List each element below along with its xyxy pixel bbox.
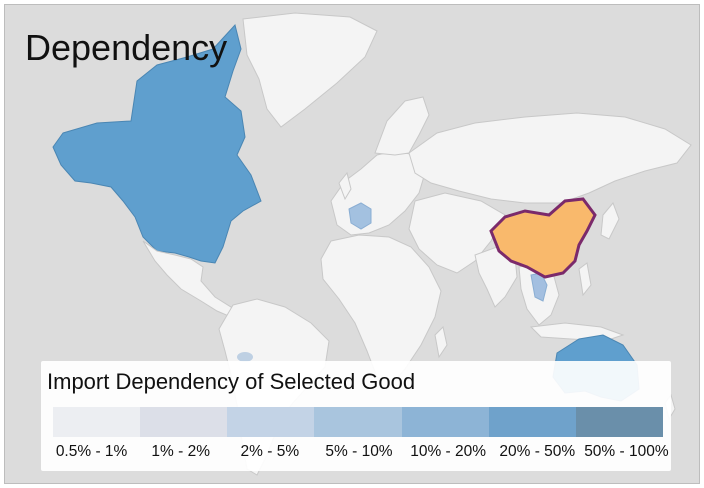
greenland[interactable] <box>242 12 378 128</box>
japan[interactable] <box>600 202 620 240</box>
legend-swatch <box>227 407 315 437</box>
legend-swatch <box>314 407 402 437</box>
legend-label: 5% - 10% <box>325 443 393 460</box>
map-panel: Dependency Import Dependency of Selected… <box>4 4 700 484</box>
legend-swatch <box>488 407 576 437</box>
legend-label: 0.5% - 1% <box>55 443 128 460</box>
legend-labels: 0.5% - 1% 1% - 2% 2% - 5% 5% - 10% 10% -… <box>47 443 671 461</box>
madagascar[interactable] <box>434 326 448 359</box>
legend-swatch <box>53 407 141 437</box>
legend-title: Import Dependency of Selected Good <box>47 369 416 394</box>
legend-swatches <box>53 407 663 437</box>
scandinavia[interactable] <box>374 96 430 156</box>
france[interactable] <box>348 202 372 230</box>
argentina-highlight[interactable] <box>237 352 253 362</box>
legend: Import Dependency of Selected Good 0.5% … <box>41 361 671 471</box>
north-america-dependent[interactable] <box>52 23 262 264</box>
china-selected[interactable] <box>489 197 597 279</box>
legend-label: 10% - 20% <box>410 443 487 460</box>
legend-label: 20% - 50% <box>499 443 576 460</box>
legend-swatch <box>575 407 663 437</box>
legend-label: 1% - 2% <box>151 443 210 460</box>
philippines[interactable] <box>578 262 592 297</box>
russia[interactable] <box>408 112 692 204</box>
legend-label: 2% - 5% <box>240 443 300 460</box>
map-title: Dependency <box>25 27 228 68</box>
legend-swatch <box>401 407 489 437</box>
legend-label: 50% - 100% <box>584 443 669 460</box>
uk[interactable] <box>338 171 352 201</box>
legend-swatch <box>140 407 228 437</box>
